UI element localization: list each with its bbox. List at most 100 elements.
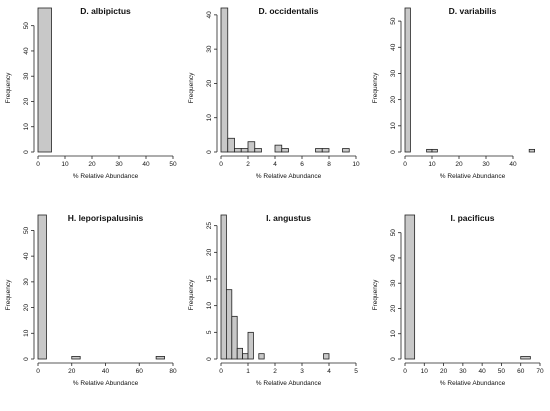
y-tick-label: 50 <box>390 229 397 237</box>
y-tick-label: 20 <box>390 304 397 312</box>
x-tick-label: 30 <box>482 161 490 168</box>
histogram-bar <box>247 141 256 153</box>
y-tick-label: 40 <box>390 254 397 262</box>
x-tick-label: 10 <box>421 368 429 375</box>
y-tick-label: 40 <box>206 11 213 19</box>
x-tick-label: 6 <box>300 161 304 168</box>
panel-title: H. leporispalusinis <box>68 213 144 223</box>
histogram-bar <box>528 148 536 153</box>
x-tick-label: 0 <box>219 368 223 375</box>
x-tick-label: 4 <box>273 161 277 168</box>
histogram-bar <box>431 148 438 153</box>
y-tick-label: 40 <box>390 43 397 51</box>
y-tick-label: 30 <box>390 279 397 287</box>
histogram-bar <box>520 356 531 360</box>
y-tick-label: 50 <box>23 226 30 234</box>
x-tick-label: 0 <box>403 368 407 375</box>
panel-title: I. angustus <box>266 213 311 223</box>
x-tick-label: 20 <box>455 161 463 168</box>
histogram-bar <box>240 148 249 153</box>
y-axis-label: Frequency <box>188 279 195 310</box>
x-axis-label: % Relative Abundance <box>256 380 322 387</box>
x-tick-label: 20 <box>68 368 76 375</box>
x-tick-label: 40 <box>479 368 487 375</box>
y-tick-label: 0 <box>390 150 397 154</box>
x-tick-label: 8 <box>327 161 331 168</box>
x-tick-label: 40 <box>102 368 110 375</box>
histogram-bar <box>71 356 81 360</box>
panel-title: I. pacificus <box>451 213 495 223</box>
y-tick-label: 30 <box>390 69 397 77</box>
y-tick-label: 10 <box>390 330 397 338</box>
histogram-bar <box>404 7 411 153</box>
y-axis-label: Frequency <box>372 72 379 103</box>
x-tick-label: 50 <box>169 161 177 168</box>
x-tick-label: 80 <box>169 368 177 375</box>
histogram-bar <box>247 331 254 360</box>
histogram-bar <box>323 353 330 360</box>
x-axis-label: % Relative Abundance <box>440 380 506 387</box>
histogram-bar <box>37 214 47 360</box>
y-tick-label: 0 <box>390 357 397 361</box>
x-tick-label: 0 <box>36 368 40 375</box>
panel-6: I. pacificus 0 10 20 30 40 50 60 70 % Relative Ab… <box>372 213 544 387</box>
x-axis-label: % Relative Abundance <box>440 173 506 180</box>
histogram-bar <box>225 289 233 360</box>
x-tick-label: 70 <box>536 368 544 375</box>
y-tick-label: 10 <box>390 122 397 130</box>
panel-4: H. leporispalusinis 0 20 40 60 80 % Relative A… <box>5 213 177 387</box>
y-tick-label: 30 <box>206 45 213 53</box>
histogram-bar <box>315 148 323 153</box>
y-tick-label: 15 <box>206 275 213 283</box>
y-tick-label: 0 <box>206 150 213 154</box>
y-tick-label: 20 <box>206 248 213 256</box>
histogram-bar <box>321 148 330 153</box>
x-tick-label: 20 <box>440 368 448 375</box>
y-axis-label: Frequency <box>188 72 195 103</box>
y-tick-label: 20 <box>23 304 30 312</box>
histogram-bar <box>155 356 165 360</box>
x-tick-label: 10 <box>61 161 69 168</box>
histogram-bar <box>404 214 416 360</box>
y-tick-label: 0 <box>23 150 30 154</box>
histogram-bar <box>281 148 289 153</box>
y-tick-label: 20 <box>390 96 397 104</box>
histogram-bar <box>220 214 227 360</box>
y-tick-label: 10 <box>206 114 213 122</box>
y-tick-label: 0 <box>23 357 30 361</box>
y-tick-label: 40 <box>23 252 30 260</box>
histogram-bar <box>234 148 242 153</box>
y-tick-label: 10 <box>23 329 30 337</box>
panel-title: D. occidentalis <box>259 6 319 16</box>
histogram-bar <box>254 148 262 153</box>
histogram-bar <box>227 137 235 153</box>
y-tick-label: 30 <box>23 278 30 286</box>
x-tick-label: 40 <box>509 161 517 168</box>
x-tick-label: 5 <box>354 368 358 375</box>
x-axis-label: % Relative Abundance <box>73 173 139 180</box>
x-tick-label: 60 <box>517 368 525 375</box>
y-tick-label: 50 <box>390 17 397 25</box>
x-tick-label: 0 <box>403 161 407 168</box>
y-axis-label: Frequency <box>372 279 379 310</box>
panel-1: D. albipictus 0 10 20 30 40 50 % Relative Abund… <box>5 6 177 180</box>
histogram-bar <box>236 347 243 360</box>
y-tick-label: 0 <box>206 357 213 361</box>
panel-2: D. occidentalis 0 2 4 6 8 10 % Relative Abundan… <box>188 6 360 180</box>
y-tick-label: 20 <box>23 97 30 105</box>
x-tick-label: 40 <box>142 161 150 168</box>
y-tick-label: 10 <box>206 302 213 310</box>
histogram-bar <box>258 353 265 360</box>
y-tick-label: 20 <box>206 79 213 87</box>
x-tick-label: 0 <box>219 161 223 168</box>
y-tick-label: 30 <box>23 72 30 80</box>
histogram-bar <box>426 148 433 153</box>
histogram-bar <box>220 7 229 153</box>
x-tick-label: 2 <box>246 161 250 168</box>
x-tick-label: 10 <box>428 161 436 168</box>
x-tick-label: 0 <box>36 161 40 168</box>
x-tick-label: 10 <box>352 161 360 168</box>
x-tick-label: 2 <box>273 368 277 375</box>
x-axis-label: % Relative Abundance <box>73 380 139 387</box>
